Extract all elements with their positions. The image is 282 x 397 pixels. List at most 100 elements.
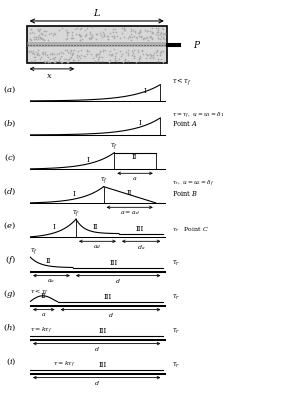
- Point: [95, 51, 99, 58]
- Point: [150, 52, 155, 58]
- Text: $(c)$: $(c)$: [4, 152, 16, 163]
- Point: [158, 36, 162, 42]
- Point: [155, 25, 160, 31]
- Point: [159, 49, 163, 55]
- Point: [85, 46, 89, 53]
- Point: [67, 55, 72, 62]
- Point: [119, 52, 123, 59]
- Text: $(d)$: $(d)$: [3, 187, 16, 197]
- Text: $a$: $a$: [41, 311, 47, 318]
- Point: [85, 51, 89, 57]
- Point: [159, 33, 163, 39]
- Point: [46, 37, 50, 43]
- Point: [131, 33, 136, 39]
- Point: [96, 50, 101, 57]
- Point: [34, 34, 38, 40]
- Point: [50, 31, 55, 38]
- Point: [137, 56, 141, 62]
- Point: [159, 29, 163, 35]
- Text: $d$: $d$: [108, 311, 113, 319]
- Point: [142, 35, 146, 42]
- Point: [44, 28, 48, 34]
- Point: [154, 47, 159, 53]
- Point: [122, 57, 127, 63]
- Point: [73, 26, 77, 32]
- Point: [53, 54, 58, 60]
- Text: $(b)$: $(b)$: [3, 119, 16, 129]
- Point: [68, 50, 72, 56]
- Point: [118, 48, 123, 54]
- Point: [130, 48, 135, 54]
- Point: [66, 49, 70, 55]
- Point: [108, 48, 113, 54]
- Point: [91, 55, 95, 62]
- Point: [150, 54, 155, 61]
- Point: [136, 29, 140, 36]
- Point: [113, 55, 118, 61]
- Point: [42, 37, 47, 43]
- Point: [65, 47, 70, 53]
- Point: [57, 55, 62, 62]
- Point: [41, 36, 46, 42]
- Point: [97, 54, 102, 60]
- Point: [70, 52, 74, 58]
- Text: $\tau_f$: $\tau_f$: [30, 246, 38, 256]
- Point: [96, 50, 101, 57]
- Point: [69, 46, 73, 53]
- Point: [138, 33, 143, 40]
- Point: [120, 25, 124, 31]
- Point: [95, 31, 100, 37]
- Point: [159, 56, 164, 62]
- Point: [145, 28, 149, 35]
- Point: [74, 25, 79, 31]
- Point: [155, 29, 159, 35]
- Point: [38, 55, 43, 62]
- Point: [89, 51, 93, 58]
- Point: [159, 30, 163, 37]
- Point: [64, 36, 69, 42]
- Text: II: II: [131, 153, 137, 161]
- Point: [27, 48, 31, 54]
- Point: [123, 57, 127, 63]
- Point: [28, 26, 33, 33]
- Text: III: III: [103, 293, 112, 301]
- Text: $\tau < \tau_f$: $\tau < \tau_f$: [172, 76, 192, 87]
- Point: [78, 37, 83, 43]
- Point: [128, 34, 133, 40]
- Point: [107, 51, 111, 57]
- Point: [133, 28, 137, 34]
- Point: [156, 35, 161, 41]
- Text: $d_a$: $d_a$: [137, 243, 145, 252]
- Point: [129, 34, 134, 40]
- Point: [47, 56, 52, 62]
- Point: [153, 48, 158, 55]
- Point: [110, 33, 114, 39]
- Point: [138, 27, 142, 34]
- Point: [98, 31, 103, 38]
- Point: [31, 50, 36, 56]
- Text: $a = a_d$: $a = a_d$: [120, 209, 140, 217]
- Point: [45, 52, 49, 58]
- Point: [147, 54, 152, 61]
- Point: [83, 33, 87, 39]
- Point: [79, 47, 84, 53]
- Point: [161, 48, 166, 54]
- Point: [48, 58, 52, 65]
- Text: $\tau = k\tau_f$: $\tau = k\tau_f$: [30, 326, 52, 336]
- Point: [115, 33, 119, 39]
- Point: [144, 35, 148, 41]
- Point: [141, 36, 145, 42]
- Point: [43, 50, 47, 57]
- Point: [89, 34, 93, 40]
- Point: [112, 34, 116, 40]
- Point: [121, 59, 125, 65]
- Point: [37, 51, 41, 58]
- Point: [159, 48, 163, 54]
- Text: $a$: $a$: [132, 175, 138, 182]
- Point: [29, 37, 34, 43]
- Point: [30, 50, 34, 56]
- Point: [158, 52, 162, 58]
- Point: [156, 32, 160, 39]
- Point: [69, 48, 73, 54]
- Point: [49, 50, 54, 56]
